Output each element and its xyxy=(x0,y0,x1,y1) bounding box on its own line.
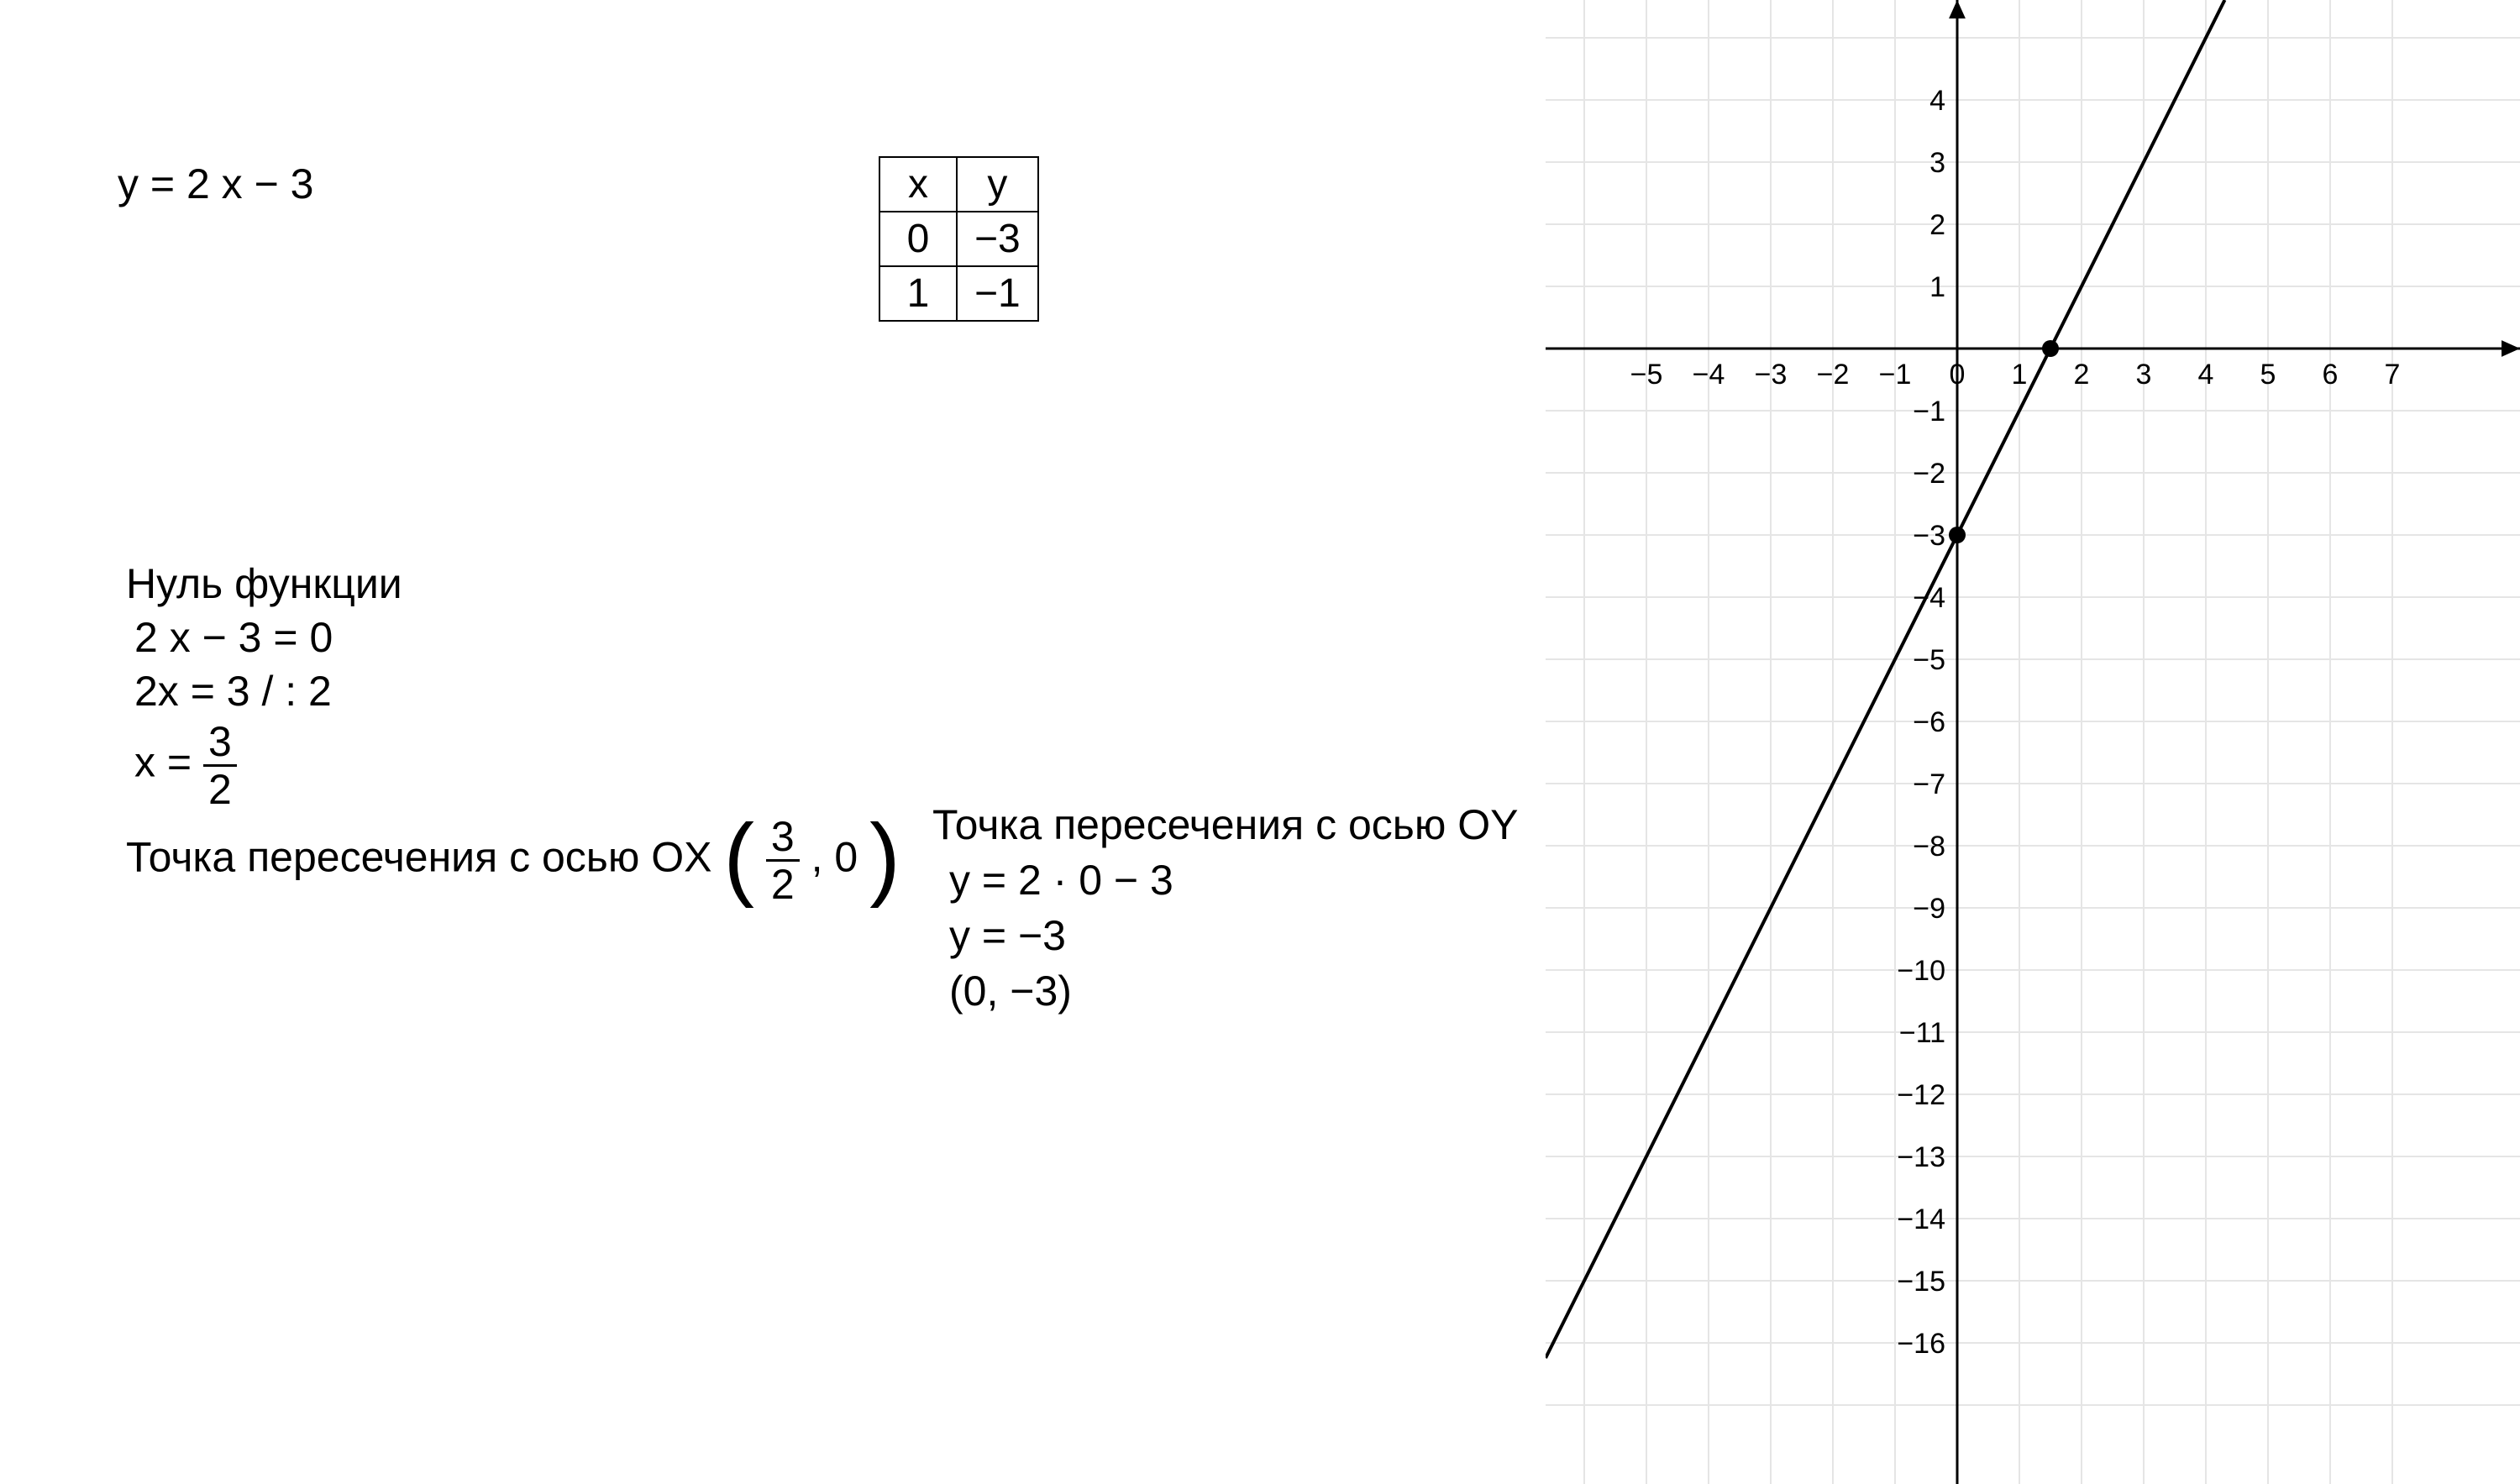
y-tick-label: −15 xyxy=(1897,1266,1945,1298)
fraction-den: 2 xyxy=(766,859,800,905)
x-tick-label: 0 xyxy=(1950,359,1966,391)
zero-title: Нуль функции xyxy=(126,559,900,608)
y-tick-label: −14 xyxy=(1897,1203,1945,1235)
table-cell: −3 xyxy=(957,212,1038,266)
paren-right-icon: ) xyxy=(869,830,900,885)
y-tick-label: −1 xyxy=(1913,396,1945,427)
table-cell: x xyxy=(879,157,957,212)
oy-step: y = −3 xyxy=(949,911,1518,960)
y-tick-label: 3 xyxy=(1929,147,1945,179)
y-tick-label: −13 xyxy=(1897,1141,1945,1173)
zero-result: x = 3 2 xyxy=(134,721,900,810)
ox-prefix: Точка пересечения с осью OX xyxy=(126,834,723,881)
main-equation: y = 2 x − 3 xyxy=(118,160,313,208)
ox-intercept: Точка пересечения с осью OX ( 3 2 , 0 ) xyxy=(126,815,900,905)
arrow-right-icon xyxy=(2502,340,2520,357)
table-cell: y xyxy=(957,157,1038,212)
y-tick-label: −10 xyxy=(1897,955,1945,987)
y-tick-label: −9 xyxy=(1913,893,1945,925)
x-tick-label: −4 xyxy=(1693,359,1725,391)
page-root: y = 2 x − 3 x y 0 −3 1 −1 Нуль функции 2… xyxy=(0,0,2520,1484)
table-row: 0 −3 xyxy=(879,212,1038,266)
x-tick-label: −1 xyxy=(1879,359,1912,391)
x-tick-label: 7 xyxy=(2385,359,2401,391)
oy-title: Точка пересечения с осью OY xyxy=(932,800,1518,849)
oy-intercept-block: Точка пересечения с осью OY y = 2 · 0 − … xyxy=(949,794,1518,1022)
table-row: x y xyxy=(879,157,1038,212)
x-tick-label: 2 xyxy=(2074,359,2090,391)
y-tick-label: −4 xyxy=(1913,582,1945,614)
axes xyxy=(1546,0,2520,1484)
y-tick-label: −16 xyxy=(1897,1328,1945,1360)
xy-table: x y 0 −3 1 −1 xyxy=(879,156,1039,322)
zero-step: 2x = 3 / : 2 xyxy=(134,667,900,716)
y-tick-label: 1 xyxy=(1929,271,1945,303)
coordinate-graph: −5−4−3−2−101234567−16−15−14−13−12−11−10−… xyxy=(1546,0,2520,1484)
x-tick-label: −2 xyxy=(1817,359,1850,391)
zero-step: 2 x − 3 = 0 xyxy=(134,613,900,662)
table-cell: 1 xyxy=(879,266,957,321)
plotted-point xyxy=(1949,527,1966,543)
x-tick-label: 1 xyxy=(2012,359,2028,391)
x-tick-label: −5 xyxy=(1630,359,1663,391)
x-tick-label: 4 xyxy=(2198,359,2214,391)
fraction: 3 2 xyxy=(203,721,237,810)
plotted-point xyxy=(2042,340,2059,357)
fraction-den: 2 xyxy=(203,764,237,810)
y-tick-label: 4 xyxy=(1929,85,1945,117)
fraction: 3 2 xyxy=(766,815,800,905)
y-tick-label: −12 xyxy=(1897,1079,1945,1111)
x-tick-label: 3 xyxy=(2136,359,2152,391)
zero-function-block: Нуль функции 2 x − 3 = 0 2x = 3 / : 2 x … xyxy=(134,554,900,910)
oy-step: y = 2 · 0 − 3 xyxy=(949,856,1518,905)
y-tick-label: −5 xyxy=(1913,644,1945,676)
y-tick-label: −2 xyxy=(1913,458,1945,490)
x-tick-label: 5 xyxy=(2260,359,2276,391)
y-tick-label: −11 xyxy=(1899,1017,1945,1049)
function-line xyxy=(1546,0,2225,1358)
oy-step: (0, −3) xyxy=(949,967,1518,1015)
fraction-num: 3 xyxy=(203,721,237,764)
x-tick-label: −3 xyxy=(1755,359,1788,391)
table-cell: 0 xyxy=(879,212,957,266)
table-row: 1 −1 xyxy=(879,266,1038,321)
table-cell: −1 xyxy=(957,266,1038,321)
y-tick-label: 2 xyxy=(1929,209,1945,241)
ox-suffix: , 0 xyxy=(811,834,858,881)
y-tick-label: −6 xyxy=(1913,706,1945,738)
paren-left-icon: ( xyxy=(723,830,754,885)
y-tick-label: −7 xyxy=(1913,768,1945,800)
arrow-up-icon xyxy=(1949,0,1966,18)
grid xyxy=(1546,0,2520,1484)
y-tick-label: −8 xyxy=(1913,831,1945,863)
x-tick-label: 6 xyxy=(2323,359,2339,391)
zero-result-prefix: x = xyxy=(134,739,203,786)
y-tick-label: −3 xyxy=(1913,520,1945,552)
fraction-num: 3 xyxy=(766,815,800,859)
